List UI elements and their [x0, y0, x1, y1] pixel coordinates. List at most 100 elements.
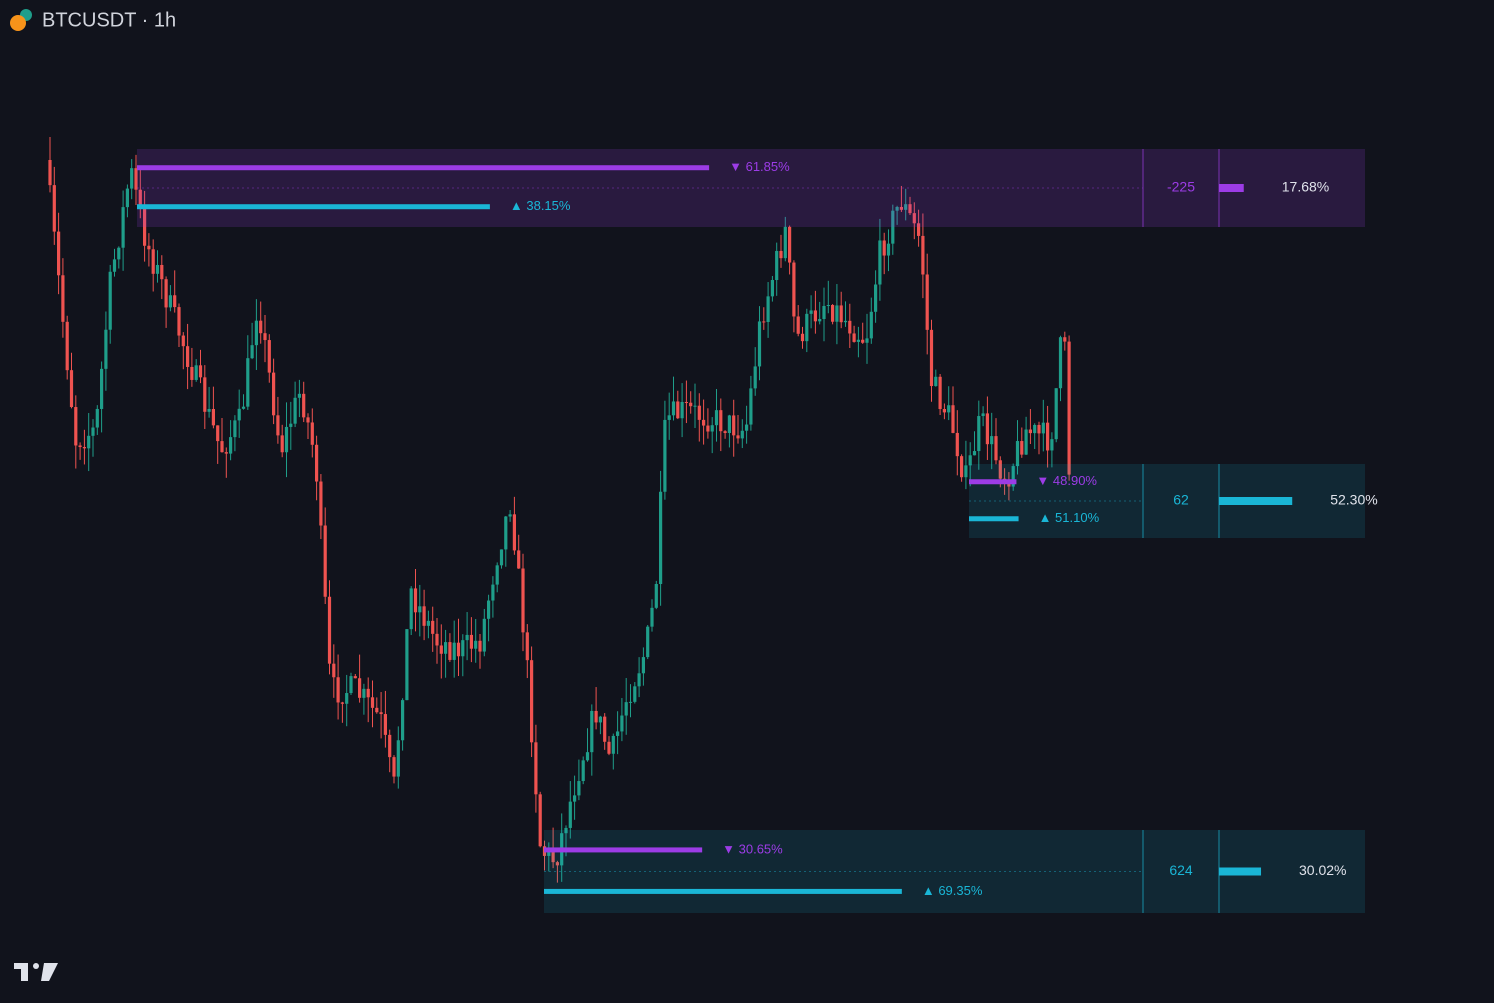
buy-bar	[544, 888, 902, 894]
candle-body	[121, 207, 125, 248]
candle-body	[689, 402, 693, 407]
candle-body	[1058, 337, 1063, 389]
candle-body	[659, 491, 663, 584]
candle-body	[968, 455, 972, 466]
candle-body	[413, 588, 418, 613]
candle-body	[955, 432, 959, 457]
candle-body	[426, 620, 430, 626]
candle-body	[155, 264, 160, 274]
candle-body	[581, 760, 585, 782]
strength-label: 52.30%	[1330, 492, 1377, 508]
candle-body	[125, 188, 129, 208]
candle-body	[727, 415, 731, 433]
sell-bar	[137, 165, 710, 171]
candle-body	[861, 339, 865, 343]
candle-body	[151, 249, 155, 274]
candle-body	[585, 752, 590, 761]
delta-value: 624	[1169, 862, 1193, 878]
candle-body	[61, 275, 65, 322]
candle-body	[611, 735, 615, 754]
candle-body	[1041, 422, 1045, 434]
buy-label: ▲ 69.35%	[922, 883, 983, 898]
candle-body	[568, 801, 572, 828]
candle-body	[964, 465, 968, 478]
strength-bar	[1219, 497, 1293, 505]
candle-body	[1011, 466, 1015, 487]
candle-body	[82, 447, 86, 449]
candle-body	[813, 310, 817, 322]
candle-body	[628, 701, 633, 703]
candle-body	[241, 406, 246, 409]
candle-body	[512, 514, 516, 551]
candle-body	[981, 413, 985, 417]
tv-logo	[14, 963, 58, 981]
candle-body	[508, 514, 512, 517]
candle-body	[1067, 341, 1071, 475]
candle-body	[383, 714, 387, 735]
zones: ▼ 61.85% ▲ 38.15% -225 17.68% ▼ 48.90% ▲ 51.1…	[137, 149, 1378, 913]
candle-body	[800, 333, 805, 342]
candle-body	[504, 516, 508, 550]
candle-body	[925, 274, 929, 330]
candle-body	[998, 460, 1002, 479]
candle-body	[878, 240, 882, 285]
candle-body	[130, 168, 134, 189]
candle-body	[843, 320, 848, 323]
candle-body	[951, 405, 955, 433]
logo-part	[21, 963, 28, 981]
candle-body	[487, 600, 491, 619]
candle-body	[706, 425, 710, 432]
candle-body	[934, 376, 938, 387]
candle-body	[65, 321, 69, 371]
candle-body	[220, 441, 224, 453]
candle-body	[783, 226, 787, 259]
zone-box	[137, 149, 1365, 227]
candle-body	[465, 634, 469, 641]
candle-body	[671, 401, 676, 416]
candle-body	[594, 710, 598, 723]
candle-body	[822, 305, 826, 320]
sell-label: ▼ 48.90%	[1036, 473, 1097, 488]
candle-body	[366, 688, 370, 698]
candle-body	[259, 320, 263, 334]
candle-body	[985, 413, 989, 445]
candle-body	[620, 715, 624, 732]
candle-body	[538, 794, 542, 847]
candle-body	[401, 700, 405, 741]
candle-body	[869, 311, 873, 339]
candle-body	[246, 358, 250, 407]
candle-body	[1007, 483, 1011, 487]
symbol-icon	[10, 15, 26, 31]
candle-body	[280, 435, 284, 453]
candle-body	[577, 781, 581, 796]
candle-body	[908, 204, 912, 214]
candle-body	[1015, 441, 1020, 467]
candle-body	[530, 660, 534, 743]
candle-body	[826, 304, 830, 306]
candle-body	[177, 307, 181, 336]
candle-body	[491, 584, 495, 601]
candle-body	[947, 405, 951, 413]
candle-body	[938, 376, 942, 410]
buy-label: ▲ 51.10%	[1039, 510, 1100, 525]
candle-body	[697, 405, 701, 420]
candle-body	[702, 419, 706, 426]
candle-body	[211, 408, 215, 426]
candle-body	[143, 206, 147, 246]
candle-body	[134, 168, 138, 190]
candle-body	[977, 416, 981, 452]
candle-body	[452, 642, 456, 660]
candle-body	[852, 333, 856, 342]
candle-body	[302, 393, 306, 418]
sell-bar	[544, 847, 703, 853]
candle-body	[865, 338, 869, 343]
candle-body	[753, 366, 757, 389]
candle-body	[551, 847, 555, 863]
candle-body	[358, 678, 362, 698]
candle-body	[693, 405, 697, 407]
candle-body	[573, 795, 577, 802]
candle-body	[809, 310, 813, 314]
candle-body	[719, 410, 723, 432]
candle-body	[788, 226, 792, 263]
